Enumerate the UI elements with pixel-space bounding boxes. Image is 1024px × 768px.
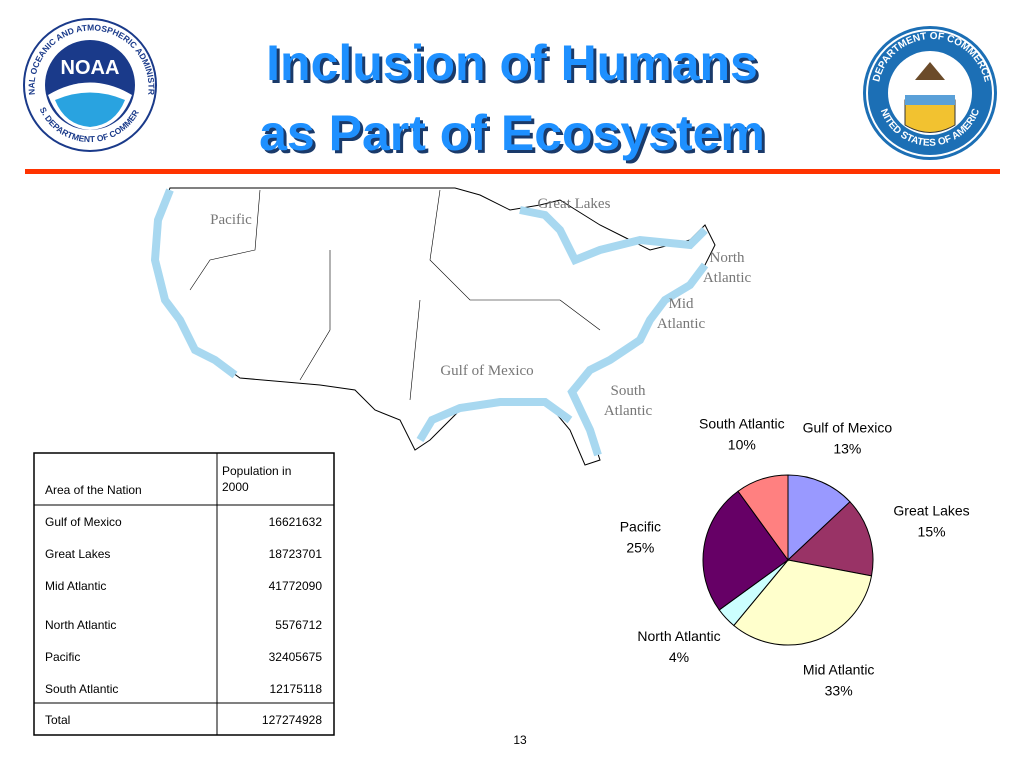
table-cell: Great Lakes: [45, 547, 110, 561]
title-line: Inclusion of Humans: [266, 35, 758, 91]
pie-value-label: 33%: [825, 682, 853, 698]
pie-label: North Atlantic: [637, 628, 720, 644]
map-label: Great Lakes: [537, 196, 611, 212]
pie-value-label: 4%: [669, 649, 689, 665]
logo-text: NOAA: [61, 57, 120, 79]
pie-label: Gulf of Mexico: [803, 420, 893, 436]
pie-slice: [702, 490, 789, 611]
table-header: Area of the Nation: [45, 483, 142, 497]
pie-slice: [733, 559, 873, 646]
pie-value-label: 10%: [728, 436, 756, 452]
table-cell: 18723701: [269, 547, 323, 561]
pie-label: Great Lakes: [893, 503, 969, 519]
pie-value-label: 13%: [833, 441, 861, 457]
table-header: Population in 2000: [222, 464, 292, 494]
map-label: Mid Atlantic: [656, 296, 706, 332]
pie-slice: [737, 474, 789, 562]
page-number: 13: [513, 733, 527, 747]
table-cell: Total: [45, 713, 70, 727]
table-cell: 127274928: [262, 713, 322, 727]
divider: [25, 169, 1000, 174]
pie-label: South Atlantic: [699, 415, 785, 431]
map-label: Gulf of Mexico: [440, 363, 534, 379]
title-shadow: Inclusion of Humans: [269, 38, 761, 94]
title-line: as Part of Ecosystem: [259, 105, 765, 161]
table-cell: 32405675: [269, 650, 323, 664]
noaa-logo: NOAA NATIONAL OCEANIC AND ATMOSPHERIC AD…: [0, 0, 157, 152]
table-cell: South Atlantic: [45, 682, 118, 696]
table-cell: Mid Atlantic: [45, 579, 106, 593]
table-header-wrap: Population in 2000: [222, 464, 292, 494]
us-map: [150, 187, 716, 466]
map-label: Pacific: [210, 212, 252, 228]
pie-value-label: 25%: [626, 540, 654, 556]
pie-value-label: 15%: [918, 524, 946, 540]
pie-slice: [786, 501, 874, 577]
table-cell: North Atlantic: [45, 618, 116, 632]
table-cell: 16621632: [269, 515, 323, 529]
pie-label: Mid Atlantic: [803, 661, 875, 677]
map-label: North Atlantic: [702, 250, 752, 286]
pie-slice: [787, 474, 851, 562]
map-label: South Atlantic: [603, 383, 653, 419]
title-shadow: as Part of Ecosystem: [262, 108, 768, 164]
table: [33, 452, 335, 736]
table-cell: Pacific: [45, 650, 80, 664]
table-cell: 5576712: [275, 618, 322, 632]
table-cell: Gulf of Mexico: [45, 515, 122, 529]
table-cell: 41772090: [269, 579, 323, 593]
pie-label: Pacific: [620, 519, 661, 535]
table-cell: 12175118: [270, 682, 323, 696]
